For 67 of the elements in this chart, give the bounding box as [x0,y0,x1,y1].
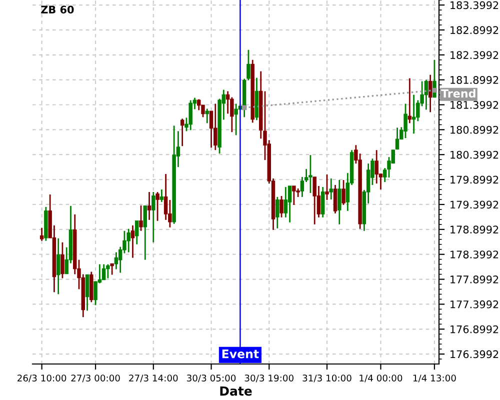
candlestick [160,188,164,203]
x-tick-label: 26/3 10:00 [18,374,66,382]
y-tick-label: 181.8992 [450,76,498,84]
candlestick [139,204,143,232]
candlestick [147,191,152,221]
x-tick-label: 30/3 19:00 [244,374,294,382]
candlestick [412,94,416,134]
candlestick [143,205,147,260]
y-tick-label: 178.3992 [450,250,498,258]
y-tick-label: 182.3992 [450,51,498,59]
candlestick [246,49,250,81]
candlestick [408,78,412,124]
candlestick [60,242,64,279]
x-axis-title: Date [220,386,252,396]
candlestick [85,274,90,312]
y-tick-label: 177.8992 [450,276,498,284]
candlestick [280,195,284,218]
candlestick [374,149,378,184]
x-tick-label: 1/4 13:00 [413,374,456,382]
candlestick [284,186,288,218]
candlestick [130,224,135,258]
candlestick [56,238,60,295]
y-tick-label: 182.8992 [450,26,498,34]
candlestick [134,220,139,246]
y-tick-label: 178.8992 [450,226,498,234]
candlestick [106,264,110,279]
candlestick [404,103,408,139]
candlestick [40,227,44,242]
candlestick [292,185,296,206]
candlestick [126,228,130,253]
y-tick-label: 179.3992 [450,200,498,209]
x-tick-label: 1/4 00:00 [360,374,402,382]
candlestick [342,179,346,206]
y-tick-label: 179.8992 [450,176,498,184]
candlestick [102,264,106,280]
candlestick [188,100,192,131]
candlestick [156,191,160,222]
y-tick-label: 181.3992 [450,100,498,109]
candlestick [234,103,238,136]
candlestick [152,191,156,244]
candlestick [180,118,184,147]
candlestick [333,184,338,214]
x-tick-label: 30/3 05:00 [187,374,236,382]
candlestick [308,154,312,194]
x-tick-label: 27/3 14:00 [129,374,178,382]
y-tick-label: 176.3992 [450,350,498,358]
candlestick [338,179,342,226]
candlestick [214,103,218,151]
annotation: Event [222,350,259,358]
chart-title: ZB 60 [41,6,74,14]
candlestick [320,186,325,218]
candlestick [288,185,292,224]
y-tick-label: 176.8992 [450,325,498,334]
candlestick [329,178,333,200]
candlestick [196,98,201,111]
y-tick-label: 180.8992 [450,126,498,134]
candlestick [325,174,329,201]
candlestick [276,196,280,230]
candlestick [395,126,400,150]
series-label: Trend [441,89,476,98]
candlestick [110,263,114,276]
y-tick-label: 183.3992 [450,1,498,10]
candlestick [312,176,316,226]
y-tick-label: 177.3992 [450,300,498,308]
x-tick-label: 27/3 00:00 [71,374,120,382]
x-tick-label: 31/3 10:00 [302,374,352,382]
y-tick-label: 180.3992 [450,150,498,159]
